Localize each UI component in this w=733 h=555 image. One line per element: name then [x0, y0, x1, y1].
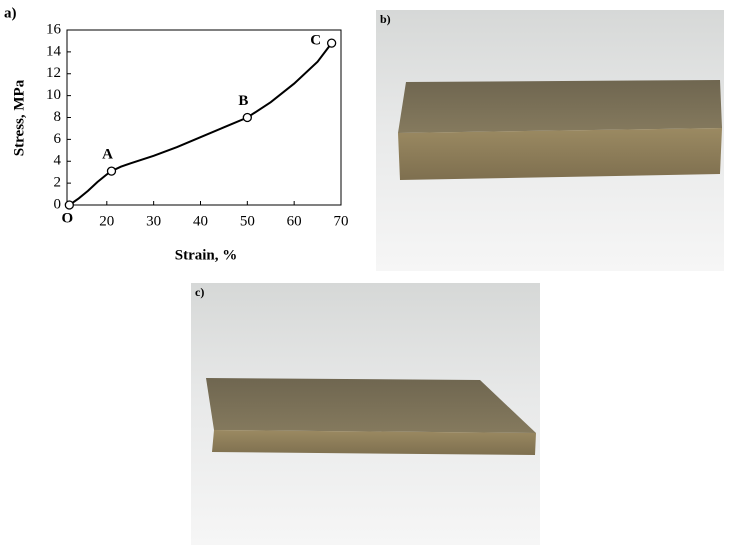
y-axis-title: Stress, MPa	[11, 79, 27, 156]
y-tick-label: 10	[46, 87, 61, 103]
x-tick-label: 30	[146, 213, 161, 229]
y-tick-label: 2	[54, 175, 62, 191]
x-tick-label: 60	[287, 213, 302, 229]
y-tick-label: 4	[54, 153, 62, 169]
x-tick-label: 70	[334, 213, 349, 229]
board-side	[398, 128, 722, 180]
board-top	[398, 80, 722, 133]
point	[242, 112, 252, 123]
panel-label: b)	[380, 12, 391, 26]
point-label: A	[102, 147, 113, 163]
point	[106, 166, 117, 176]
panel-label: a)	[4, 5, 17, 21]
plot-frame	[66, 29, 342, 206]
y-tick-label: 0	[54, 196, 62, 212]
y-tick-label: 6	[54, 131, 62, 147]
point-label: O	[62, 210, 74, 226]
x-tick-label: 40	[193, 213, 208, 229]
x-tick-label: 20	[99, 213, 114, 229]
point	[326, 38, 337, 48]
board-top	[206, 378, 536, 433]
board-side	[212, 430, 536, 455]
point-label: C	[310, 33, 321, 49]
curve	[68, 42, 333, 206]
panel-label: c)	[195, 285, 204, 299]
x-tick-label: 50	[240, 213, 255, 229]
x-axis-title: Strain, %	[175, 247, 238, 263]
point-label: B	[238, 93, 248, 109]
y-tick-label: 16	[46, 21, 62, 37]
point	[64, 200, 74, 210]
y-tick-label: 8	[54, 109, 62, 125]
y-tick-label: 14	[46, 43, 62, 59]
y-tick-label: 12	[46, 65, 61, 81]
